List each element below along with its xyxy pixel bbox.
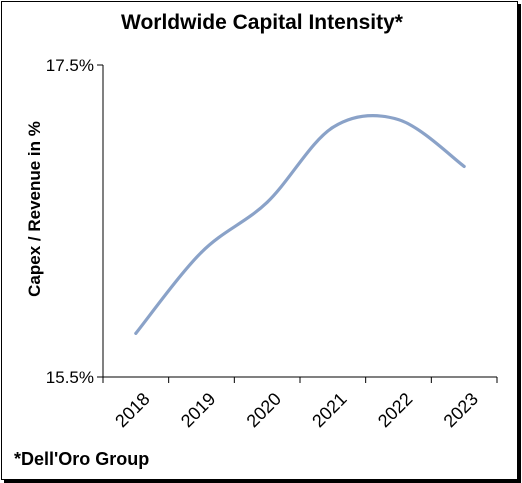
x-tick-label: 2018: [111, 389, 153, 431]
data-point: [265, 200, 269, 204]
x-tick-label: 2021: [308, 389, 350, 431]
data-point: [331, 126, 335, 129]
x-ticks: 2018 2019 2020 2021 2022 2023: [102, 377, 498, 431]
chart-title: Worldwide Capital Intensity*: [121, 11, 404, 34]
x-tick-label: 2022: [374, 389, 416, 431]
series-line: [134, 114, 466, 335]
series-layer: [134, 114, 466, 335]
data-point: [200, 250, 203, 254]
y-tick-label: 17.5%: [46, 56, 94, 75]
y-axis-label: Capex / Revenue in %: [25, 121, 44, 297]
data-point: [397, 118, 400, 121]
x-tick-label: 2023: [440, 389, 482, 431]
data-point: [134, 331, 138, 335]
y-ticks: 15.5% 17.5%: [46, 56, 103, 387]
y-tick-label: 15.5%: [46, 368, 94, 387]
x-tick-label: 2019: [177, 389, 219, 431]
source-note: *Dell'Oro Group: [14, 449, 149, 469]
data-point: [462, 165, 466, 168]
x-tick-label: 2020: [243, 389, 285, 431]
